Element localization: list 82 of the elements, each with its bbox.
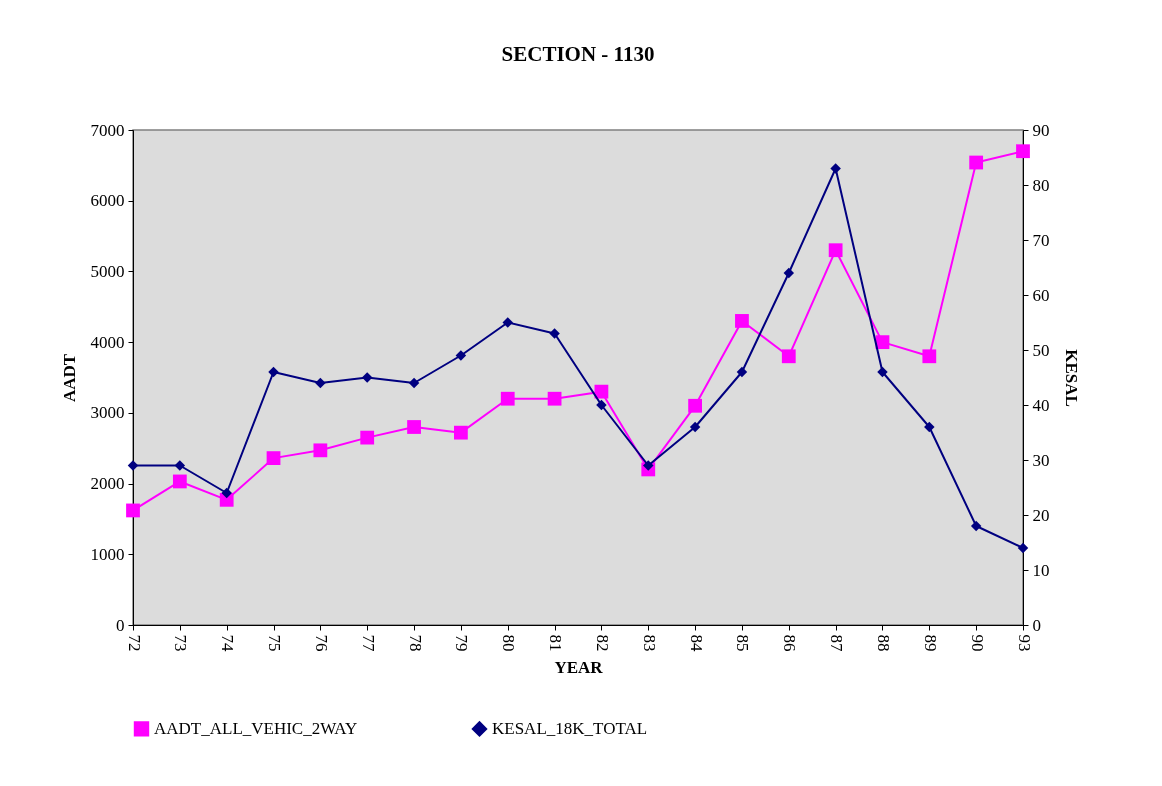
x-tick-label: 74 bbox=[218, 634, 238, 652]
x-tick-label: 87 bbox=[827, 634, 847, 652]
x-tick-label: 72 bbox=[124, 634, 144, 652]
y2-tick-label: 40 bbox=[1032, 395, 1050, 415]
x-tick-label: 85 bbox=[733, 634, 753, 652]
x-tick-label: 88 bbox=[873, 634, 893, 652]
x-tick-label: 79 bbox=[452, 634, 472, 652]
x-tick-label: 77 bbox=[358, 634, 378, 652]
y-tick-label: 4000 bbox=[90, 332, 125, 352]
point bbox=[689, 421, 701, 433]
point bbox=[877, 366, 888, 378]
x-tick-label: 89 bbox=[920, 634, 940, 652]
y2-tick-label: 90 bbox=[1032, 120, 1050, 140]
x-tick-label: 75 bbox=[265, 634, 285, 652]
y-tick-label: 7000 bbox=[90, 120, 125, 140]
point bbox=[549, 328, 560, 339]
y-tick-label: 2000 bbox=[90, 474, 125, 494]
point bbox=[126, 503, 140, 518]
y2-tick-label: 80 bbox=[1032, 175, 1050, 195]
point bbox=[408, 377, 420, 389]
point bbox=[361, 372, 373, 383]
y-tick-label: 3000 bbox=[90, 403, 125, 423]
y-tick-label: 6000 bbox=[90, 191, 125, 211]
y-tick-label: 5000 bbox=[90, 261, 125, 281]
x-axis-title: YEAR bbox=[554, 657, 604, 677]
legend-label: KESAL_18K_TOTAL bbox=[492, 718, 648, 738]
x-tick-label: 73 bbox=[171, 634, 191, 652]
point bbox=[268, 366, 279, 378]
point bbox=[547, 391, 562, 406]
x-tick-label: 83 bbox=[639, 634, 659, 652]
x-tick-label: 80 bbox=[499, 634, 519, 652]
point bbox=[735, 314, 749, 328]
point bbox=[828, 243, 843, 258]
x-tick-label: 84 bbox=[686, 634, 706, 652]
point bbox=[970, 520, 982, 532]
point bbox=[596, 399, 607, 411]
point bbox=[924, 421, 935, 433]
x-tick-label: 93 bbox=[1014, 634, 1034, 652]
y2-tick-label: 50 bbox=[1032, 340, 1050, 360]
y2-tick-label: 60 bbox=[1032, 285, 1050, 305]
point bbox=[266, 451, 281, 466]
x-tick-label: 86 bbox=[780, 634, 800, 652]
point bbox=[221, 487, 232, 499]
point bbox=[736, 366, 748, 378]
point bbox=[875, 335, 890, 350]
point bbox=[174, 460, 186, 471]
point bbox=[127, 460, 139, 471]
point bbox=[688, 398, 702, 413]
point bbox=[500, 391, 515, 406]
point bbox=[1017, 542, 1029, 554]
y2-tick-label: 20 bbox=[1032, 505, 1050, 525]
point bbox=[172, 474, 187, 489]
point bbox=[830, 163, 841, 174]
point bbox=[922, 349, 937, 364]
point bbox=[455, 350, 467, 361]
x-tick-label: 82 bbox=[592, 634, 612, 652]
x-tick-label: 76 bbox=[311, 634, 331, 652]
point bbox=[594, 384, 609, 399]
point bbox=[783, 267, 795, 279]
chart-title: SECTION - 1130 bbox=[501, 42, 655, 66]
y2-tick-label: 70 bbox=[1032, 230, 1050, 250]
y2-tick-label: 30 bbox=[1032, 450, 1050, 470]
legend-label: AADT_ALL_VEHIC_2WAY bbox=[154, 718, 358, 738]
point bbox=[454, 425, 468, 440]
point bbox=[360, 430, 375, 445]
point bbox=[969, 155, 984, 170]
y-tick-label: 0 bbox=[116, 615, 125, 635]
point bbox=[643, 460, 654, 471]
x-tick-label: 81 bbox=[546, 634, 566, 652]
point bbox=[781, 349, 796, 364]
point bbox=[315, 377, 326, 389]
y2-tick-label: 10 bbox=[1032, 560, 1050, 580]
point bbox=[502, 317, 513, 328]
point bbox=[313, 443, 328, 458]
point bbox=[1016, 144, 1030, 159]
y2-tick-label: 0 bbox=[1032, 615, 1041, 635]
point bbox=[407, 420, 421, 434]
y2-axis-title: KESAL bbox=[1061, 349, 1081, 407]
x-tick-label: 90 bbox=[967, 634, 987, 652]
y-tick-label: 1000 bbox=[90, 544, 125, 564]
y-axis-title: AADT bbox=[59, 353, 79, 403]
x-tick-label: 78 bbox=[405, 634, 425, 652]
